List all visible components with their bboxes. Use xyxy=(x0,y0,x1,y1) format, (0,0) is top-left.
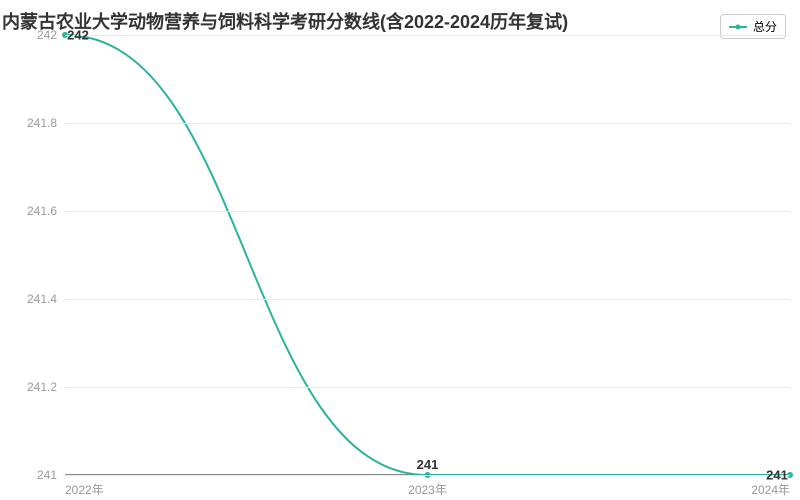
y-tick-label: 241.6 xyxy=(27,204,65,218)
series-line xyxy=(65,35,790,475)
data-label: 242 xyxy=(67,28,89,43)
y-tick-label: 241.4 xyxy=(27,292,65,306)
y-tick-label: 241.2 xyxy=(27,380,65,394)
grid-line xyxy=(65,299,790,300)
data-label: 241 xyxy=(766,468,788,483)
grid-line xyxy=(65,123,790,124)
legend-label: 总分 xyxy=(753,18,777,35)
y-tick-label: 241.8 xyxy=(27,116,65,130)
data-label: 241 xyxy=(417,457,439,472)
y-tick-label: 241 xyxy=(37,468,65,482)
x-tick-label: 2023年 xyxy=(408,475,447,498)
x-tick-label: 2022年 xyxy=(65,475,104,498)
y-tick-label: 242 xyxy=(37,28,65,42)
line-chart-svg xyxy=(65,35,790,475)
grid-line xyxy=(65,387,790,388)
chart-container: 内蒙古农业大学动物营养与饲料科学考研分数线(含2022-2024历年复试) 总分… xyxy=(0,0,800,500)
grid-line xyxy=(65,35,790,36)
legend-marker xyxy=(729,26,747,28)
grid-line xyxy=(65,211,790,212)
plot-area: 241241.2241.4241.6241.82422022年2023年2024… xyxy=(65,35,790,475)
